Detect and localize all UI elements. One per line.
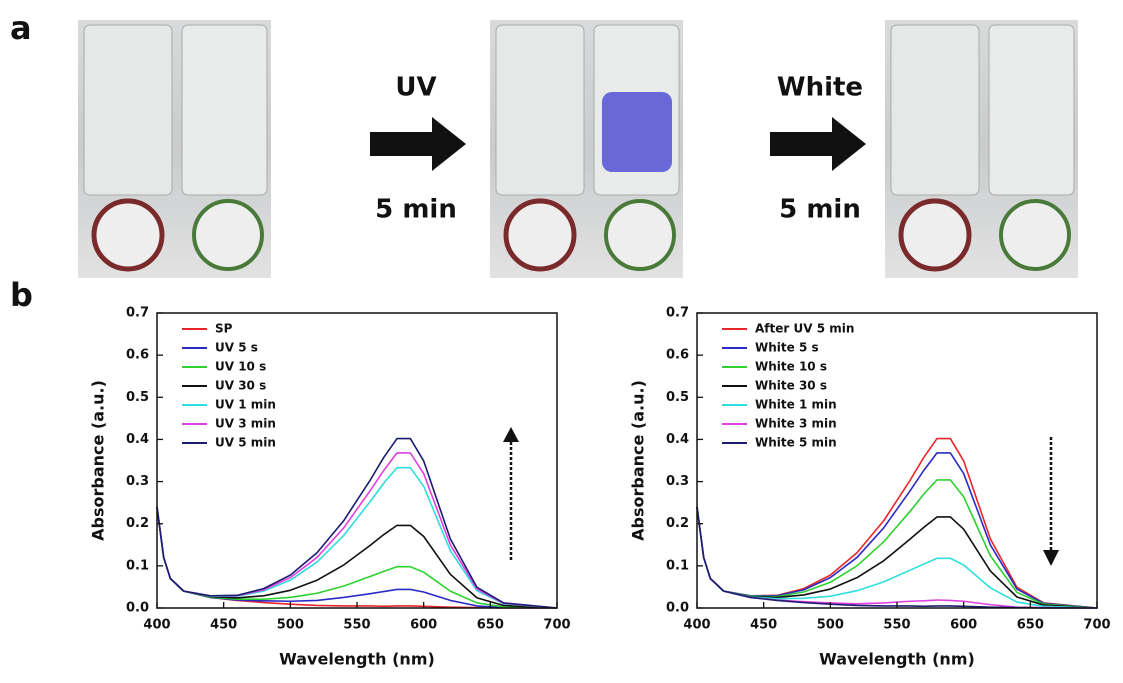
x-tick-label: 550 <box>883 618 910 633</box>
legend-label: UV 10 s <box>215 360 266 374</box>
panel-label: b <box>10 276 33 314</box>
x-axis-label: Wavelength (nm) <box>819 650 975 669</box>
legend-label: UV 30 s <box>215 379 266 393</box>
legend-label: White 5 s <box>755 341 819 355</box>
y-tick-label: 0.0 <box>126 601 149 616</box>
x-tick-label: 600 <box>950 618 977 633</box>
y-tick-label: 0.6 <box>666 348 689 363</box>
step-label: White <box>777 73 863 103</box>
legend-label: UV 1 min <box>215 398 276 412</box>
trend-arrow <box>1043 437 1059 566</box>
y-tick-label: 0.2 <box>126 516 149 531</box>
y-tick-label: 0.2 <box>666 516 689 531</box>
data-line <box>157 507 557 608</box>
x-tick-label: 650 <box>1017 618 1044 633</box>
x-tick-label: 500 <box>277 618 304 633</box>
x-tick-label: 650 <box>477 618 504 633</box>
step-label: 5 min <box>779 195 861 225</box>
x-tick-label: 400 <box>683 618 710 633</box>
data-line <box>697 507 1097 608</box>
data-line <box>697 453 1097 608</box>
x-tick-label: 700 <box>1083 618 1110 633</box>
photo <box>885 20 1078 278</box>
x-tick-label: 550 <box>343 618 370 633</box>
x-tick-label: 500 <box>817 618 844 633</box>
y-axis-label: Absorbance (a.u.) <box>89 380 108 541</box>
trend-arrow <box>503 427 519 560</box>
y-tick-label: 0.3 <box>126 474 149 489</box>
figure: a b UV 5 min White 5 min 400 450 500 550 600… <box>0 0 1123 679</box>
data-line <box>157 507 557 608</box>
arrow <box>770 117 866 171</box>
x-axis-label: Wavelength (nm) <box>279 650 435 669</box>
plot-frame <box>697 313 1097 608</box>
plot-frame <box>157 313 557 608</box>
data-line <box>697 507 1097 608</box>
photo <box>78 20 271 278</box>
legend-label: UV 3 min <box>215 417 276 431</box>
x-tick-label: 700 <box>543 618 570 633</box>
data-line <box>697 507 1097 608</box>
legend-label: White 10 s <box>755 360 827 374</box>
photo <box>490 20 683 278</box>
data-line <box>157 507 557 608</box>
legend-label: UV 5 s <box>215 341 258 355</box>
x-tick-label: 450 <box>210 618 237 633</box>
step-label: UV <box>395 73 436 103</box>
step-label: 5 min <box>375 195 457 225</box>
y-tick-label: 0.0 <box>666 601 689 616</box>
x-tick-label: 400 <box>143 618 170 633</box>
y-tick-label: 0.5 <box>126 390 149 405</box>
y-tick-label: 0.4 <box>126 432 149 447</box>
y-tick-label: 0.5 <box>666 390 689 405</box>
arrow <box>370 117 466 171</box>
data-line <box>157 507 557 608</box>
y-tick-label: 0.3 <box>666 474 689 489</box>
data-line <box>697 439 1097 608</box>
panel-label: a <box>10 9 32 47</box>
legend-label: White 3 min <box>755 417 837 431</box>
y-tick-label: 0.1 <box>666 558 689 573</box>
legend-label: White 1 min <box>755 398 837 412</box>
data-line <box>157 439 557 608</box>
legend-label: SP <box>215 322 233 336</box>
x-tick-label: 600 <box>410 618 437 633</box>
y-tick-label: 0.6 <box>126 348 149 363</box>
y-tick-label: 0.4 <box>666 432 689 447</box>
data-line <box>697 507 1097 608</box>
legend-label: After UV 5 min <box>755 322 854 336</box>
y-tick-label: 0.7 <box>666 306 689 321</box>
y-axis-label: Absorbance (a.u.) <box>629 380 648 541</box>
data-line <box>157 468 557 608</box>
x-tick-label: 450 <box>750 618 777 633</box>
y-tick-label: 0.7 <box>126 306 149 321</box>
legend-label: White 5 min <box>755 436 837 450</box>
y-tick-label: 0.1 <box>126 558 149 573</box>
legend-label: UV 5 min <box>215 436 276 450</box>
data-line <box>157 453 557 608</box>
legend-label: White 30 s <box>755 379 827 393</box>
